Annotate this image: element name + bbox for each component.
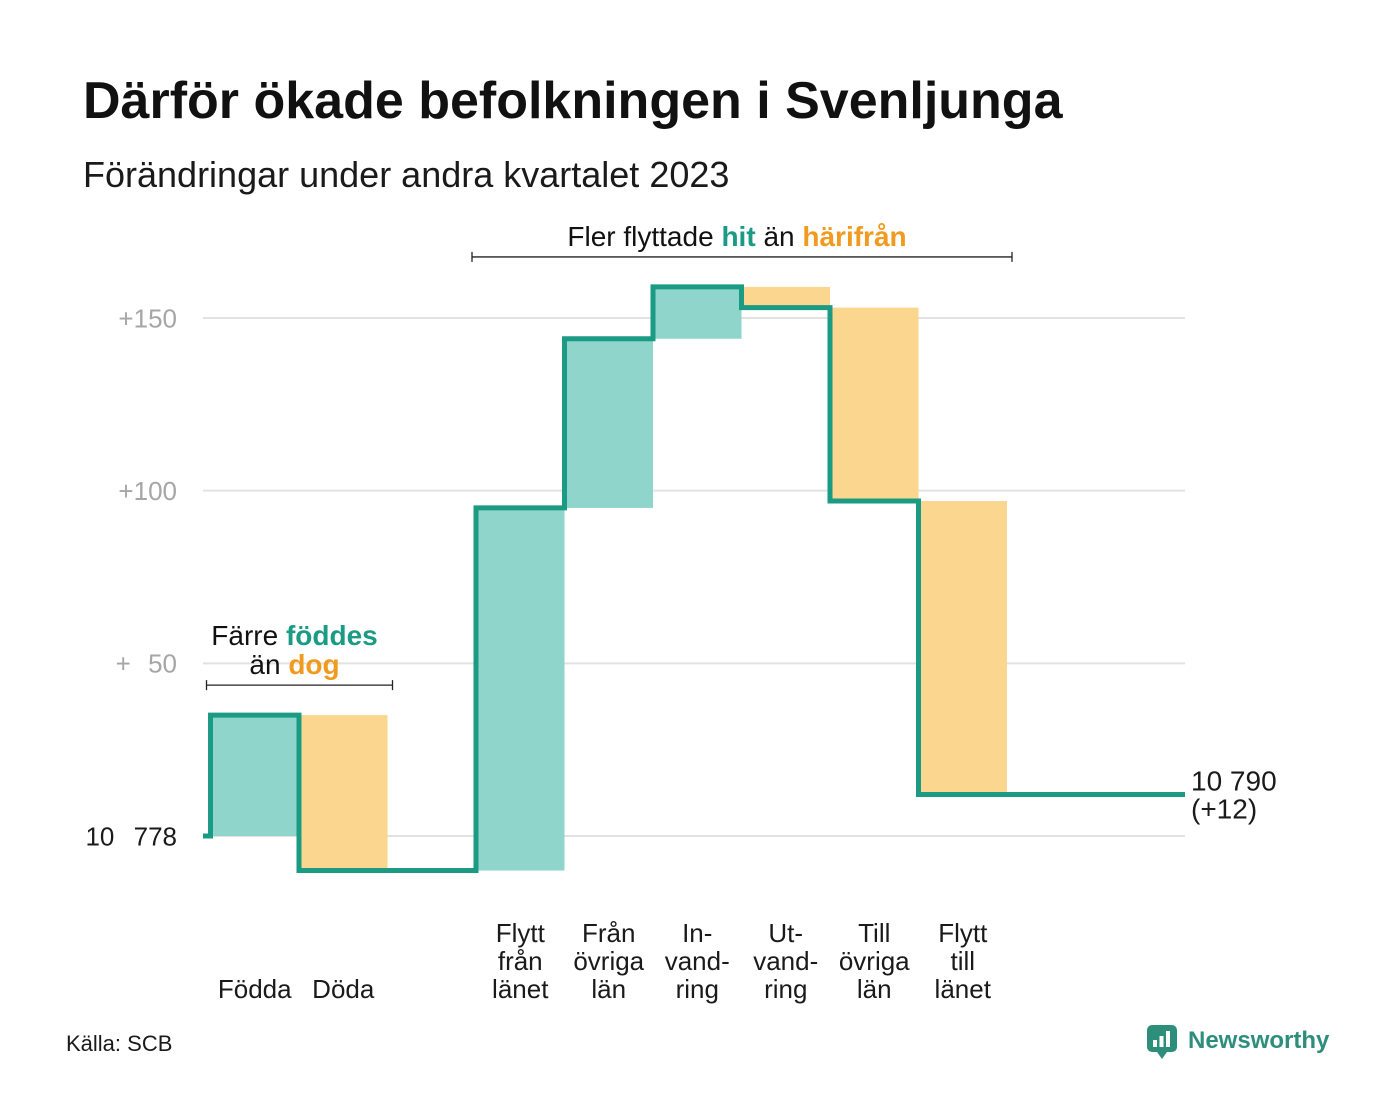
x-axis-label-line: Flytt bbox=[496, 918, 546, 948]
newsworthy-logo-icon bbox=[1147, 1025, 1177, 1059]
increase-bar-2 bbox=[476, 507, 565, 871]
logo-bar-large bbox=[1166, 1031, 1170, 1047]
x-axis-label-line: länet bbox=[935, 974, 992, 1004]
line-layer bbox=[203, 284, 1185, 874]
source-note: Källa: SCB bbox=[66, 1031, 172, 1056]
x-axis-label-line: övriga bbox=[839, 946, 910, 976]
chart-subtitle: Förändringar under andra kvartalet 2023 bbox=[83, 154, 729, 195]
x-axis-label-line: till bbox=[950, 946, 975, 976]
annotation-highlight-text: föddes bbox=[286, 620, 378, 651]
x-axis-label-line: Till bbox=[858, 918, 890, 948]
x-axis-label: Till övriga län bbox=[839, 918, 910, 1004]
x-axis-label-line: ring bbox=[764, 974, 807, 1004]
end-value-label: 10 790 bbox=[1191, 766, 1277, 797]
x-axis-label-line: vand- bbox=[665, 946, 730, 976]
y-axis-start-label: 10 778 bbox=[85, 821, 177, 851]
bar-layer bbox=[210, 286, 1007, 871]
logo-bar-small bbox=[1153, 1040, 1157, 1047]
decrease-bar-5 bbox=[741, 286, 830, 308]
annotation-highlight-text: hit bbox=[721, 221, 755, 252]
increase-bar-4 bbox=[653, 286, 742, 339]
decrease-bar-6 bbox=[830, 307, 919, 502]
brand-logo: Newsworthy bbox=[1147, 1025, 1330, 1059]
x-axis-label: Födda bbox=[218, 974, 292, 1004]
increase-bar-3 bbox=[564, 338, 653, 508]
x-axis-label-line: vand- bbox=[753, 946, 818, 976]
x-axis-label: Flytt från länet bbox=[492, 918, 549, 1004]
annotation-text: än bbox=[763, 221, 794, 252]
x-axis-label-line: In- bbox=[682, 918, 712, 948]
y-tick-label: +100 bbox=[118, 476, 177, 506]
annotation-text: Fler flyttade bbox=[567, 221, 713, 252]
x-axis-label: In-vand-ring bbox=[665, 918, 730, 1004]
cumulative-step-line bbox=[203, 284, 1185, 874]
x-axis-label-line: övriga bbox=[573, 946, 644, 976]
x-axis-label-line: län bbox=[857, 974, 892, 1004]
decrease-bar-7 bbox=[918, 501, 1007, 795]
x-axis-label: Från övriga län bbox=[573, 918, 644, 1004]
y-tick-label: + 50 bbox=[116, 649, 177, 679]
x-axis-label-line: län bbox=[591, 974, 626, 1004]
chart-title: Därför ökade befolkningen i Svenljunga bbox=[83, 72, 1064, 130]
group-bracket bbox=[205, 680, 394, 691]
annotation-highlight-text: dog bbox=[288, 649, 339, 680]
logo-bar-medium bbox=[1159, 1036, 1164, 1047]
x-axis-label-line: Från bbox=[582, 918, 635, 948]
x-axis-label-line: Födda bbox=[218, 974, 292, 1004]
group-annotation: Fler flyttade hit än härifrån bbox=[567, 221, 906, 252]
annotation-text: än bbox=[249, 649, 280, 680]
x-axis-label: Flytt till länet bbox=[935, 918, 992, 1004]
group-annotation: än dog bbox=[249, 649, 339, 680]
x-axis-label-line: Ut- bbox=[768, 918, 803, 948]
end-change-label: (+12) bbox=[1191, 794, 1257, 825]
increase-bar-0 bbox=[210, 715, 299, 836]
x-axis-label: Ut-vand-ring bbox=[753, 918, 818, 1004]
x-axis-label-line: Flytt bbox=[938, 918, 988, 948]
decrease-bar-1 bbox=[299, 715, 388, 871]
x-axis-label-line: länet bbox=[492, 974, 549, 1004]
x-axis-label-line: från bbox=[498, 946, 543, 976]
group-bracket bbox=[471, 251, 1013, 262]
x-axis-label-line: Döda bbox=[312, 974, 375, 1004]
annotation-highlight-text: härifrån bbox=[802, 221, 906, 252]
x-axis-label-line: ring bbox=[676, 974, 719, 1004]
group-annotation: Färre föddes bbox=[211, 620, 377, 651]
x-axis-label: Döda bbox=[312, 974, 375, 1004]
annotation-text: Färre bbox=[211, 620, 278, 651]
y-tick-label: +150 bbox=[118, 303, 177, 333]
brand-name: Newsworthy bbox=[1188, 1027, 1330, 1054]
